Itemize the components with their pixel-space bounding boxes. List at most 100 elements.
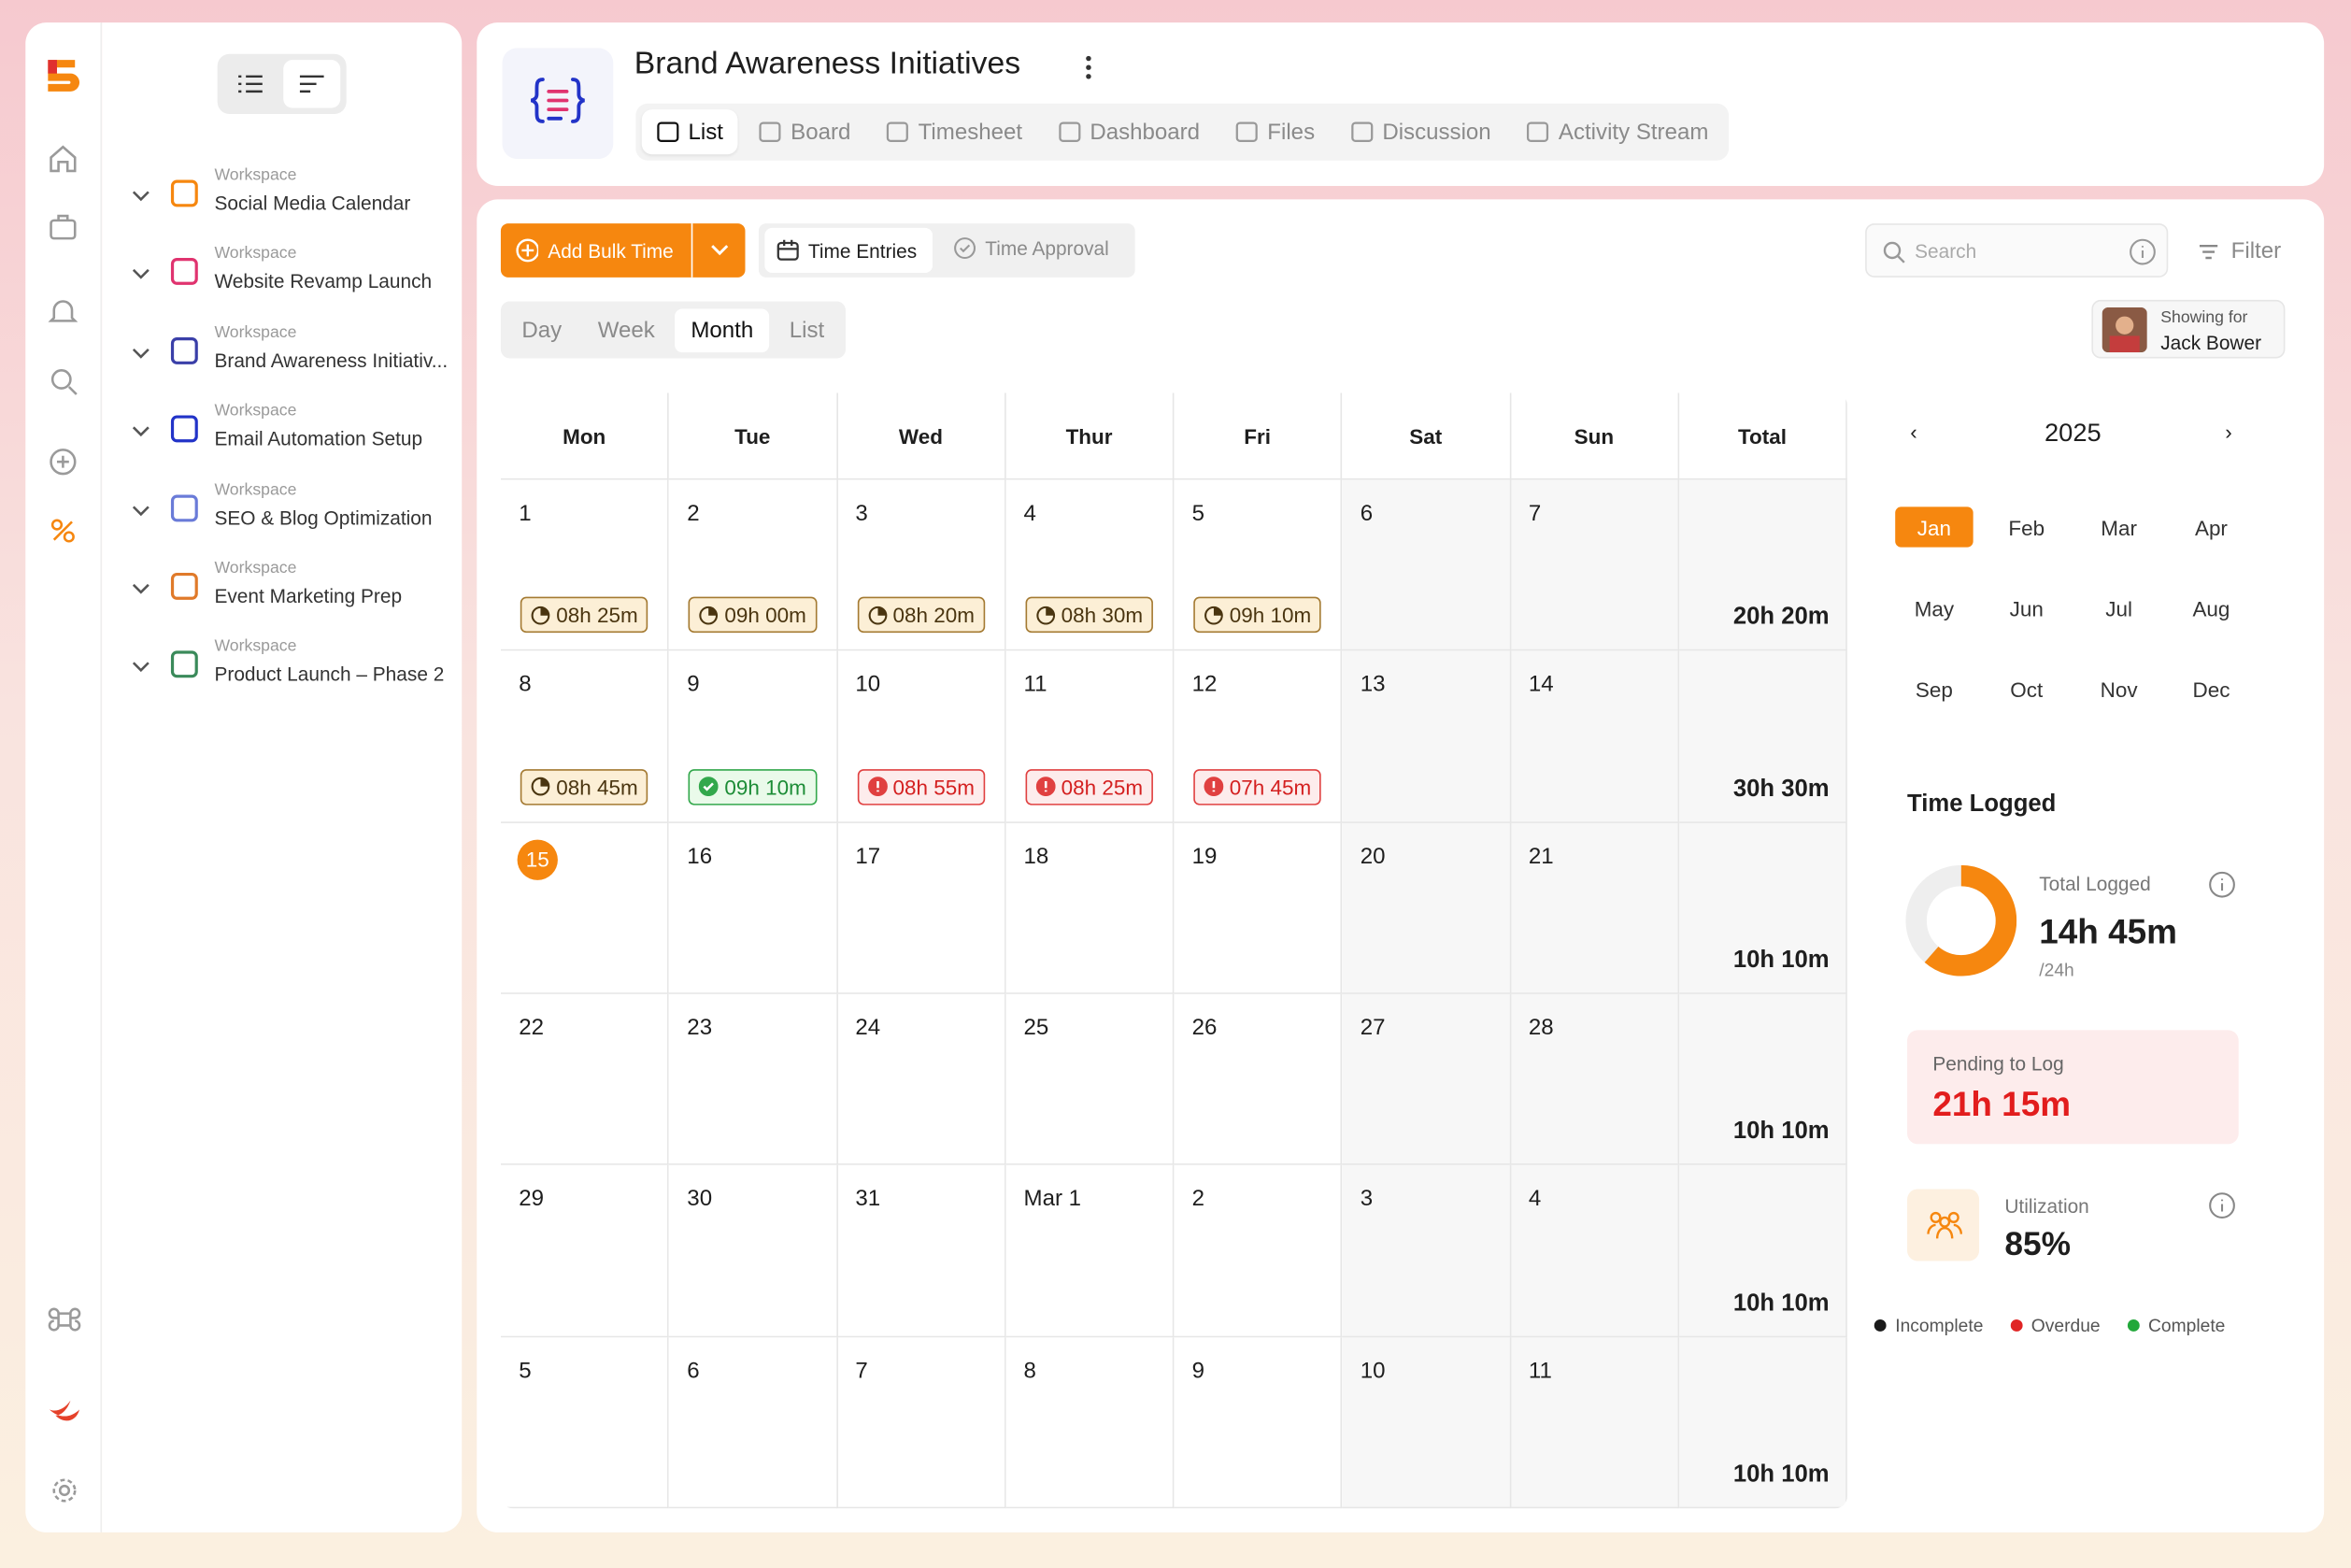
prev-year[interactable]: ‹ <box>1910 420 1917 444</box>
day-cell[interactable]: 25 <box>1005 993 1175 1166</box>
day-cell[interactable]: 26 <box>1174 993 1343 1166</box>
month-option[interactable]: Nov <box>2100 677 2138 702</box>
day-cell[interactable]: 2 <box>1174 1165 1343 1337</box>
day-cell[interactable]: 18 <box>1005 822 1175 994</box>
day-cell[interactable]: 22 <box>500 993 670 1166</box>
day-cell[interactable]: 3 <box>1342 1165 1511 1337</box>
view-option[interactable]: Day <box>521 317 563 343</box>
view-option[interactable]: List <box>789 317 825 343</box>
day-cell[interactable]: 17 <box>837 822 1006 994</box>
time-entry[interactable]: 08h 55m <box>857 768 986 805</box>
month-option[interactable]: Apr <box>2194 515 2228 539</box>
day-cell[interactable]: 9 09h 10m <box>669 650 838 823</box>
day-cell[interactable]: 8 <box>1005 1336 1175 1509</box>
active-toggle[interactable] <box>283 60 341 108</box>
day-cell[interactable]: 10 08h 55m <box>837 650 1006 823</box>
day-cell[interactable]: 6 <box>1342 479 1511 651</box>
month-option[interactable]: Jul <box>2105 595 2132 620</box>
workspace-item[interactable]: Workspace Product Launch – Phase 2 <box>102 638 462 698</box>
month-option[interactable]: Sep <box>1915 677 1953 702</box>
tab[interactable]: Dashboard <box>1044 109 1216 154</box>
time-entry[interactable]: 08h 20m <box>857 597 986 634</box>
day-cell[interactable]: 16 <box>669 822 838 994</box>
day-cell[interactable]: 19 <box>1174 822 1343 994</box>
day-cell[interactable]: 8 08h 45m <box>500 650 670 823</box>
time-entry[interactable]: 08h 45m <box>520 768 648 805</box>
day-cell[interactable]: 1 08h 25m <box>500 479 670 651</box>
workspace-item[interactable]: Workspace Brand Awareness Initiativ... <box>102 323 462 383</box>
month-option[interactable]: Jan <box>1895 506 1973 548</box>
filter-button[interactable]: Filter <box>2198 238 2281 264</box>
view-option[interactable]: Week <box>597 317 655 343</box>
tab[interactable]: Files <box>1221 109 1331 154</box>
add-bulk-time-button[interactable]: Add Bulk Time <box>500 223 746 278</box>
tab-label: Board <box>791 119 851 145</box>
day-cell[interactable]: 27 <box>1342 993 1511 1166</box>
day-cell[interactable]: 11 08h 25m <box>1005 650 1175 823</box>
nav-icons[interactable] <box>47 142 79 592</box>
day-cell[interactable]: 12 07h 45m <box>1174 650 1343 823</box>
bottom-icons[interactable] <box>47 1304 83 1515</box>
day-cell[interactable]: 2 09h 00m <box>669 479 838 651</box>
day-cell[interactable]: 30 <box>669 1165 838 1337</box>
day-cell[interactable]: 7 <box>837 1336 1006 1509</box>
time-entry[interactable]: 09h 10m <box>688 768 818 805</box>
month-option[interactable]: Oct <box>2010 677 2044 702</box>
time-approval-tab[interactable]: Time Approval <box>954 237 1109 260</box>
time-entry[interactable]: 08h 25m <box>1025 768 1154 805</box>
day-cell[interactable]: 4 08h 30m <box>1005 479 1175 651</box>
workspace-item[interactable]: Workspace Email Automation Setup <box>102 402 462 462</box>
tab[interactable]: Board <box>744 109 865 154</box>
month-option[interactable]: Dec <box>2192 677 2230 702</box>
time-entry[interactable]: 08h 25m <box>520 597 648 634</box>
day-cell[interactable]: 5 09h 10m <box>1174 479 1343 651</box>
time-entry[interactable]: 09h 10m <box>1193 597 1322 634</box>
workspace-item[interactable]: Workspace Social Media Calendar <box>102 166 462 226</box>
more-menu[interactable] <box>1083 54 1095 81</box>
time-entry[interactable]: 08h 30m <box>1025 597 1154 634</box>
day-cell[interactable]: 31 <box>837 1165 1006 1337</box>
view-option[interactable]: Month <box>674 307 770 352</box>
workspace-item[interactable]: Workspace Website Revamp Launch <box>102 245 462 305</box>
tab[interactable]: List <box>641 109 739 155</box>
day-cell[interactable]: 11 <box>1510 1336 1679 1509</box>
info-icon[interactable] <box>2209 871 2236 898</box>
view-toggle[interactable] <box>217 53 347 114</box>
day-cell[interactable]: 24 <box>837 993 1006 1166</box>
info-icon[interactable] <box>2209 1192 2236 1219</box>
next-year[interactable]: › <box>2225 420 2232 444</box>
showing-for[interactable]: Showing for Jack Bower <box>2091 299 2286 359</box>
day-cell[interactable]: 21 <box>1510 822 1679 994</box>
day-cell[interactable]: 14 <box>1510 650 1679 823</box>
time-entry[interactable]: 07h 45m <box>1193 768 1322 805</box>
day-cell[interactable]: 3 08h 20m <box>837 479 1006 651</box>
workspace-item[interactable]: Workspace Event Marketing Prep <box>102 560 462 620</box>
day-cell[interactable]: 28 <box>1510 993 1679 1166</box>
workspace-item[interactable]: Workspace SEO & Blog Optimization <box>102 480 462 540</box>
dropdown-toggle[interactable] <box>691 223 745 278</box>
time-entry[interactable]: 09h 00m <box>688 597 818 634</box>
day-cell[interactable]: 10 <box>1342 1336 1511 1509</box>
tab[interactable]: Timesheet <box>872 109 1037 154</box>
month-option[interactable]: Aug <box>2192 595 2230 620</box>
day-cell[interactable]: 7 <box>1510 479 1679 651</box>
month-option[interactable]: Jun <box>2009 595 2044 620</box>
day-cell[interactable]: 6 <box>669 1336 838 1509</box>
day-cell[interactable]: 13 <box>1342 650 1511 823</box>
day-cell[interactable]: 15 <box>500 822 670 994</box>
search-box[interactable]: Search <box>1865 223 2169 278</box>
day-cell[interactable]: 4 <box>1510 1165 1679 1337</box>
month-option[interactable]: Mar <box>2101 515 2137 539</box>
tab[interactable]: Discussion <box>1336 109 1506 154</box>
day-cell[interactable]: 29 <box>500 1165 670 1337</box>
day-cell[interactable]: 9 <box>1174 1336 1343 1509</box>
day-cell[interactable]: Mar 1 <box>1005 1165 1175 1337</box>
list-icon[interactable] <box>237 72 264 96</box>
day-cell[interactable]: 23 <box>669 993 838 1166</box>
day-cell[interactable]: 20 <box>1342 822 1511 994</box>
day-cell[interactable]: 5 <box>500 1336 670 1509</box>
month-option[interactable]: Feb <box>2008 515 2045 539</box>
time-entries-tab[interactable]: Time Entries <box>764 227 933 274</box>
tab[interactable]: Activity Stream <box>1512 109 1723 154</box>
month-option[interactable]: May <box>1914 595 1955 620</box>
